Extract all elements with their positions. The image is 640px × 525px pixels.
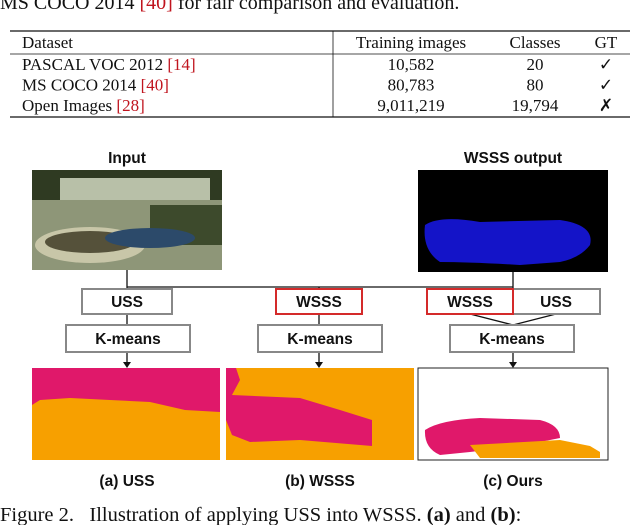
dataset-cell: PASCAL VOC 2012 [14]	[22, 55, 196, 74]
citation: [40]	[139, 0, 172, 14]
table-text: Dataset Training images Classes GT	[22, 33, 618, 52]
classes-cell: 20	[527, 55, 544, 74]
header-cell: Dataset	[22, 33, 73, 52]
images-cell: 10,582	[388, 55, 435, 74]
panel-tag: (b)	[285, 473, 305, 490]
caption-text: and	[456, 504, 486, 525]
box-label: WSSS	[447, 294, 493, 311]
citation: [28]	[116, 96, 144, 115]
panel-name: USS	[123, 473, 155, 490]
figure-labels: Input WSSS output USS WSSS WSSS USS K-me…	[95, 150, 572, 490]
panel-label: (b) WSSS	[285, 473, 355, 490]
panel-b	[226, 368, 414, 460]
images-cell: 80,783	[388, 76, 435, 95]
output-label: WSSS output	[464, 150, 562, 167]
panel-label: (a) USS	[99, 473, 154, 490]
kmeans-label: K-means	[479, 331, 544, 348]
arrowheads	[123, 362, 517, 368]
caption-ref: (a)	[427, 504, 451, 525]
header-cell: GT	[595, 33, 618, 52]
dataset-name: PASCAL VOC 2012	[22, 55, 163, 74]
citation: [40]	[141, 76, 169, 95]
dataset-name: Open Images	[22, 96, 112, 115]
panel-name: Ours	[507, 473, 543, 490]
table-rows: PASCAL VOC 2012 [14] 10,582 20 ✓ MS COCO 201…	[22, 55, 613, 115]
method-boxes	[65, 288, 601, 353]
caption-text: :	[516, 504, 522, 525]
kmeans-label: K-means	[287, 331, 352, 348]
box-label: WSSS	[296, 294, 342, 311]
dataset-name: MS COCO 2014	[22, 76, 137, 95]
citation: [14]	[167, 55, 195, 74]
box-label: USS	[111, 294, 143, 311]
dataset-cell: Open Images [28]	[22, 96, 145, 115]
gt-cell: ✗	[599, 96, 613, 115]
images-cell: 9,011,219	[377, 96, 444, 115]
intro-line: MS COCO 2014 [40] for fair comparison an…	[0, 0, 459, 14]
header-cell: Classes	[510, 33, 561, 52]
classes-cell: 19,794	[512, 96, 559, 115]
kmeans-label: K-means	[95, 331, 160, 348]
panel-a	[32, 368, 220, 460]
caption: Figure 2. Illustration of applying USS i…	[0, 504, 521, 525]
panel-c	[417, 367, 609, 461]
panel-tag: (c)	[483, 473, 502, 490]
caption-text: Illustration of applying USS into WSSS.	[89, 504, 421, 525]
intro-text: MS COCO 2014	[0, 0, 134, 14]
panel-name: WSSS	[309, 473, 355, 490]
caption-ref: (b)	[491, 504, 516, 525]
input-label: Input	[108, 150, 146, 167]
panel-tag: (a)	[99, 473, 118, 490]
table	[10, 30, 630, 118]
panel-label: (c) Ours	[483, 473, 542, 490]
box-label: USS	[540, 294, 572, 311]
wsss-output-image	[418, 170, 608, 272]
gt-cell: ✓	[599, 55, 613, 74]
intro-text: for fair comparison and evaluation.	[178, 0, 460, 14]
caption-label: Figure 2.	[0, 504, 74, 525]
input-image	[32, 170, 222, 270]
classes-cell: 80	[527, 76, 544, 95]
dataset-cell: MS COCO 2014 [40]	[22, 76, 169, 95]
header-cell: Training images	[356, 33, 466, 52]
gt-cell: ✓	[599, 76, 613, 95]
